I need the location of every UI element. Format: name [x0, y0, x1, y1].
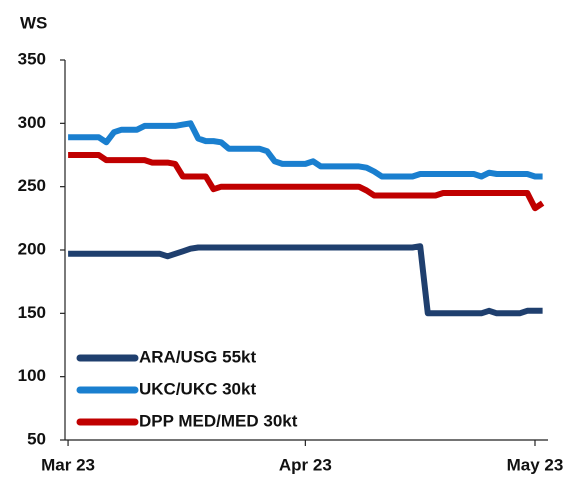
y-tick-label: 300	[18, 113, 46, 132]
x-tick-label: May 23	[507, 455, 564, 474]
y-tick-label: 100	[18, 366, 46, 385]
y-axis-label: WS	[20, 13, 47, 32]
x-tick-label: Apr 23	[279, 455, 332, 474]
y-tick-label: 200	[18, 239, 46, 258]
y-tick-label: 350	[18, 49, 46, 68]
y-tick-label: 50	[27, 429, 46, 448]
x-tick-label: Mar 23	[41, 455, 95, 474]
legend-label: ARA/USG 55kt	[139, 347, 256, 366]
series-line	[68, 243, 543, 317]
y-tick-label: 250	[18, 176, 46, 195]
y-tick-label: 150	[18, 303, 46, 322]
series-line	[68, 120, 543, 180]
legend-label: DPP MED/MED 30kt	[139, 411, 298, 430]
series-line	[68, 152, 545, 212]
legend-label: UKC/UKC 30kt	[139, 379, 256, 398]
